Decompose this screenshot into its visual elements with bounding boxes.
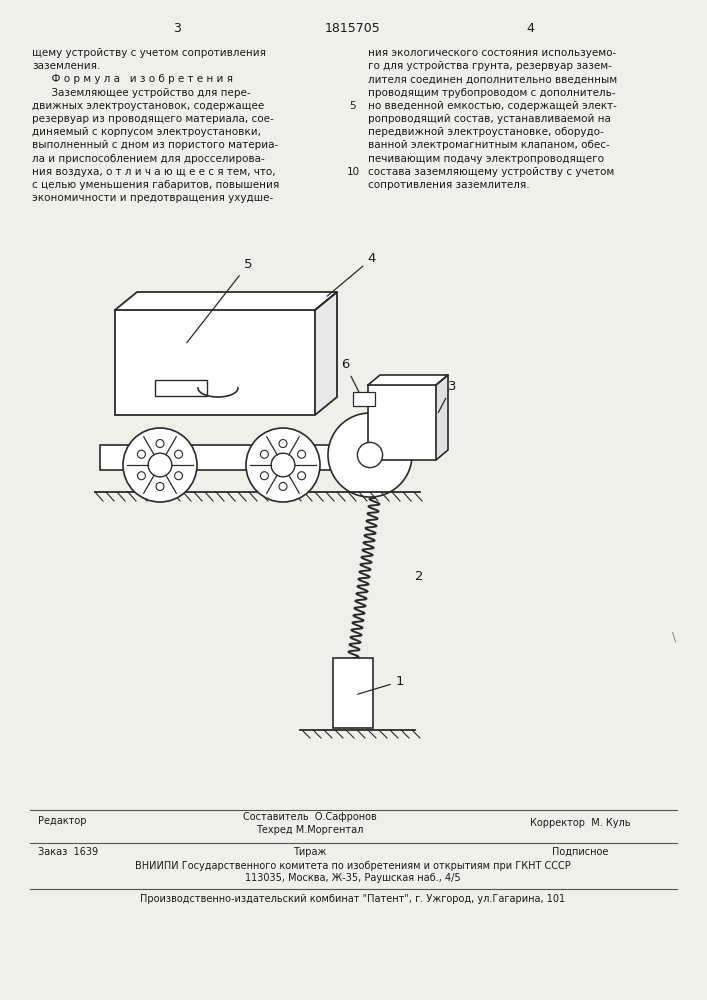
Text: ния воздуха, о т л и ч а ю щ е е с я тем, что,: ния воздуха, о т л и ч а ю щ е е с я тем… [32, 167, 276, 177]
Bar [333, 658, 373, 728]
Text: выполненный с дном из пористого материа-: выполненный с дном из пористого материа- [32, 140, 279, 150]
Text: ла и приспособлением для дросселирова-: ла и приспособлением для дросселирова- [32, 154, 264, 164]
Text: 5: 5 [350, 101, 356, 111]
Text: диняемый с корпусом электроустановки,: диняемый с корпусом электроустановки, [32, 127, 261, 137]
Text: Заземляющее устройство для пере-: Заземляющее устройство для пере- [32, 88, 250, 98]
Text: печивающим подачу электропроводящего: печивающим подачу электропроводящего [368, 154, 604, 164]
Text: но введенной емкостью, содержащей элект-: но введенной емкостью, содержащей элект- [368, 101, 617, 111]
Text: 3: 3 [438, 380, 456, 413]
Text: ния экологического состояния используемо-: ния экологического состояния используемо… [368, 48, 617, 58]
Circle shape [137, 450, 146, 458]
Text: Тираж: Тираж [293, 847, 327, 857]
Text: ванной электромагнитным клапаном, обес-: ванной электромагнитным клапаном, обес- [368, 140, 609, 150]
Bar [115, 310, 315, 415]
Text: резервуар из проводящего материала, сое-: резервуар из проводящего материала, сое- [32, 114, 274, 124]
Text: ропроводящий состав, устанавливаемой на: ропроводящий состав, устанавливаемой на [368, 114, 611, 124]
Circle shape [246, 428, 320, 502]
Circle shape [298, 472, 305, 480]
Text: Подписное: Подписное [551, 847, 608, 857]
Text: щему устройству с учетом сопротивления: щему устройству с учетом сопротивления [32, 48, 266, 58]
Bar [155, 380, 207, 396]
Bar [100, 445, 380, 470]
Circle shape [148, 453, 172, 477]
Circle shape [137, 472, 146, 480]
Text: Заказ  1639: Заказ 1639 [38, 847, 98, 857]
Text: 4: 4 [526, 22, 534, 35]
Text: 1: 1 [358, 675, 404, 694]
Text: 10: 10 [346, 167, 360, 177]
Circle shape [175, 450, 182, 458]
Polygon shape [368, 375, 448, 385]
Circle shape [328, 413, 412, 497]
Circle shape [260, 450, 269, 458]
Text: передвижной электроустановке, оборудо-: передвижной электроустановке, оборудо- [368, 127, 604, 137]
Polygon shape [315, 292, 337, 415]
Polygon shape [115, 292, 337, 310]
Text: 6: 6 [341, 358, 361, 396]
Text: ВНИИПИ Государственного комитета по изобретениям и открытиям при ГКНТ СССР: ВНИИПИ Государственного комитета по изоб… [135, 861, 571, 871]
Text: 5: 5 [187, 258, 252, 343]
Circle shape [156, 482, 164, 490]
Circle shape [260, 472, 269, 480]
Text: 113035, Москва, Ж-35, Раушская наб., 4/5: 113035, Москва, Ж-35, Раушская наб., 4/5 [245, 873, 461, 883]
Circle shape [271, 453, 295, 477]
Text: Ф о р м у л а   и з о б р е т е н и я: Ф о р м у л а и з о б р е т е н и я [32, 74, 233, 84]
Polygon shape [436, 375, 448, 460]
Bar [353, 392, 375, 406]
Circle shape [123, 428, 197, 502]
Circle shape [156, 440, 164, 448]
Circle shape [279, 482, 287, 490]
Circle shape [358, 442, 382, 468]
Text: Корректор  М. Куль: Корректор М. Куль [530, 818, 630, 828]
Text: 4: 4 [327, 252, 376, 296]
Text: сопротивления заземлителя.: сопротивления заземлителя. [368, 180, 530, 190]
Circle shape [298, 450, 305, 458]
Text: движных электроустановок, содержащее: движных электроустановок, содержащее [32, 101, 264, 111]
Text: 2: 2 [415, 570, 423, 583]
Text: заземления.: заземления. [32, 61, 100, 71]
Bar [368, 385, 436, 460]
Text: Производственно-издательский комбинат "Патент", г. Ужгород, ул.Гагарина, 101: Производственно-издательский комбинат "П… [141, 894, 566, 904]
Text: Техред М.Моргентал: Техред М.Моргентал [257, 825, 363, 835]
Text: Составитель  О.Сафронов: Составитель О.Сафронов [243, 812, 377, 822]
Text: проводящим трубопроводом с дополнитель-: проводящим трубопроводом с дополнитель- [368, 88, 616, 98]
Text: лителя соединен дополнительно введенным: лителя соединен дополнительно введенным [368, 74, 617, 84]
Circle shape [279, 440, 287, 448]
Text: экономичности и предотвращения ухудше-: экономичности и предотвращения ухудше- [32, 193, 273, 203]
Text: с целью уменьшения габаритов, повышения: с целью уменьшения габаритов, повышения [32, 180, 279, 190]
Text: 1815705: 1815705 [325, 22, 381, 35]
Circle shape [175, 472, 182, 480]
Text: Редактор: Редактор [38, 816, 86, 826]
Text: \: \ [672, 630, 677, 643]
Text: состава заземляющему устройству с учетом: состава заземляющему устройству с учетом [368, 167, 614, 177]
Text: го для устройства грунта, резервуар зазем-: го для устройства грунта, резервуар зазе… [368, 61, 612, 71]
Text: 3: 3 [173, 22, 181, 35]
